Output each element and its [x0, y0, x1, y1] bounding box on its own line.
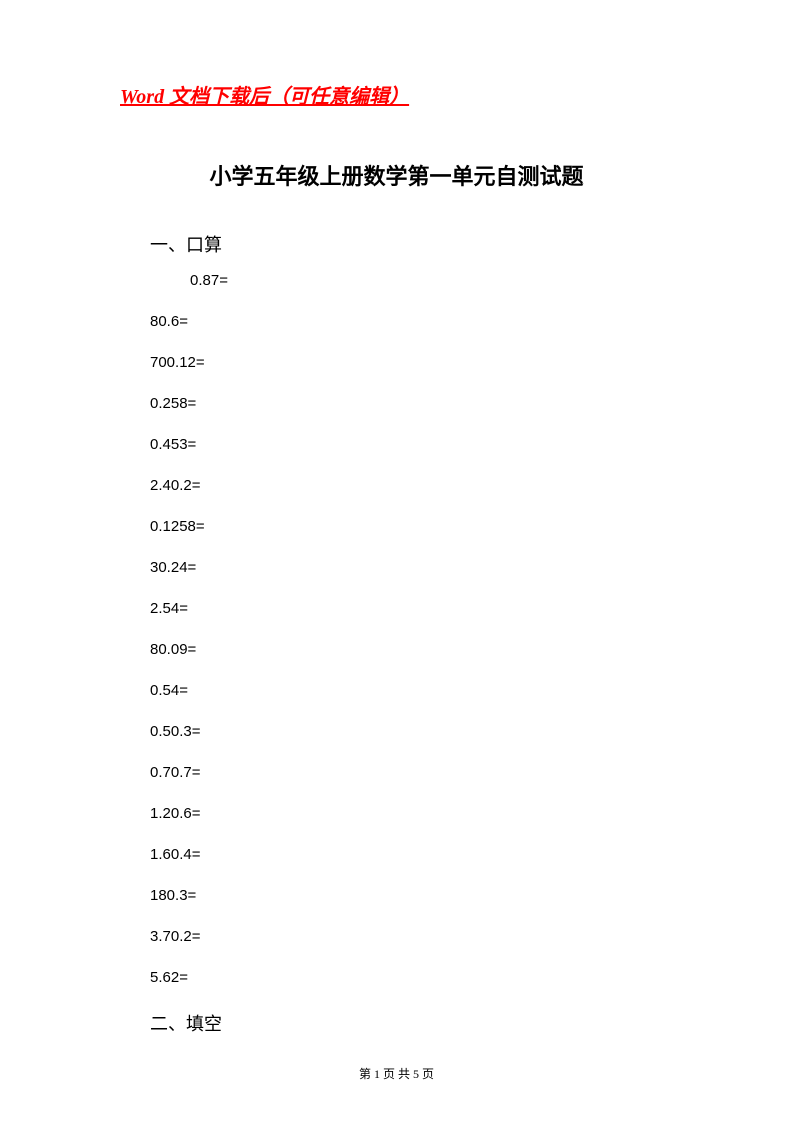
section-1-heading: 一、口算 — [150, 231, 693, 257]
problem-item: 0.258= — [150, 395, 693, 412]
problem-item: 5.62= — [150, 969, 693, 986]
problem-item: 0.1258= — [150, 518, 693, 535]
problem-item: 0.70.7= — [150, 764, 693, 781]
problem-item: 2.40.2= — [150, 477, 693, 494]
problem-item: 0.50.3= — [150, 723, 693, 740]
problem-item: 1.60.4= — [150, 846, 693, 863]
problem-item: 0.87= — [190, 272, 693, 289]
problem-item: 700.12= — [150, 354, 693, 371]
word-download-link[interactable]: Word 文档下载后（可任意编辑） — [120, 80, 693, 109]
problem-item: 0.54= — [150, 682, 693, 699]
problem-item: 3.70.2= — [150, 928, 693, 945]
page-content: Word 文档下载后（可任意编辑） 小学五年级上册数学第一单元自测试题 一、口算… — [0, 0, 793, 1111]
problem-item: 180.3= — [150, 887, 693, 904]
problem-item: 1.20.6= — [150, 805, 693, 822]
problem-item: 80.09= — [150, 641, 693, 658]
section-2-heading: 二、填空 — [150, 1010, 693, 1036]
page-footer: 第 1 页 共 5 页 — [0, 1065, 793, 1082]
problem-item: 0.453= — [150, 436, 693, 453]
problem-item: 2.54= — [150, 600, 693, 617]
problem-item: 30.24= — [150, 559, 693, 576]
page-title: 小学五年级上册数学第一单元自测试题 — [100, 159, 693, 191]
problem-item: 80.6= — [150, 313, 693, 330]
